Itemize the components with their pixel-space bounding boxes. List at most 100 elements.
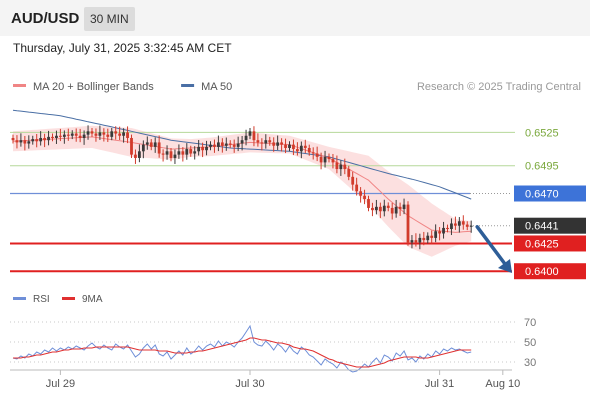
candle-body [284, 144, 287, 148]
candle-body [23, 140, 27, 144]
price-tag-label-0.6400: 0.6400 [525, 266, 559, 278]
candle-body [402, 204, 406, 210]
candle-body [193, 151, 197, 154]
price-tag-0.6400 [514, 263, 586, 280]
candle-body [66, 134, 70, 136]
candle-body [82, 134, 86, 138]
rsi-tick-50: 50 [524, 337, 536, 349]
candle-body [62, 134, 66, 137]
candle-body [382, 205, 386, 212]
candle-body [70, 133, 74, 136]
rsi-ma-legend-swatch [62, 297, 75, 300]
candle-body [292, 144, 295, 150]
price-tag-label-0.6441: 0.6441 [525, 221, 559, 233]
candle-body [465, 224, 469, 227]
bollinger-bands [13, 125, 472, 257]
candle-body [375, 206, 378, 211]
candle-body [299, 145, 303, 152]
candle-body [461, 221, 465, 225]
candle-body [426, 235, 430, 241]
candle-body [86, 131, 90, 135]
candle-body [161, 153, 165, 155]
candle-body [110, 131, 114, 137]
x-tick-label-Jul-29: Jul 29 [46, 378, 75, 390]
candle-body [141, 144, 145, 152]
candle-body [331, 159, 335, 163]
candle-body [410, 240, 414, 243]
candle-body [205, 146, 208, 151]
candle-body [319, 156, 323, 163]
candle-body [264, 140, 268, 144]
candle-body [311, 152, 315, 154]
price-tag-label-0.6425: 0.6425 [525, 238, 559, 250]
legend-swatch-0 [13, 84, 26, 87]
candle-body [256, 140, 260, 143]
price-tag-0.6470 [514, 185, 586, 202]
candle-body [209, 144, 212, 147]
candle-body [276, 142, 280, 146]
candle-body [27, 141, 31, 144]
candle-body [296, 149, 299, 152]
candle-body [106, 134, 110, 137]
candle-body [240, 140, 244, 144]
candle-body [244, 135, 248, 141]
candle-body [157, 142, 161, 154]
rsi-line [12, 324, 472, 373]
candle-body [339, 164, 343, 170]
price-tag-0.6441 [514, 217, 586, 234]
candle-body [454, 223, 457, 226]
candle-body [438, 231, 441, 234]
candle-body [78, 135, 82, 138]
price-tag-label-0.6470: 0.6470 [525, 189, 559, 201]
candle-body [288, 144, 291, 148]
timeframe-badge[interactable]: 30 MIN [84, 7, 135, 31]
candle-body [213, 144, 216, 147]
candle-body [414, 240, 418, 243]
candle-body [153, 142, 157, 147]
candle-body [90, 131, 94, 134]
candle-body [181, 151, 185, 155]
rsi-ma-line [13, 337, 472, 368]
x-tick-label-Jul-31: Jul 31 [425, 378, 454, 390]
candle-body [469, 225, 473, 227]
candle-body [11, 137, 15, 141]
candle-body [59, 135, 62, 137]
candle-body [165, 151, 169, 155]
candle-body [347, 169, 351, 177]
candle-body [307, 147, 311, 153]
candle-body [185, 149, 189, 155]
rsi-legend-swatch [13, 297, 26, 300]
candle-body [248, 131, 252, 136]
candle-body [367, 199, 370, 208]
candle-body [138, 151, 141, 158]
candle-body [149, 142, 153, 147]
candle-body [173, 154, 177, 158]
rsi-legend-label: RSI [33, 294, 50, 305]
candle-body [122, 132, 125, 136]
candle-body [371, 207, 374, 211]
candle-body [260, 142, 264, 144]
candle-body [224, 143, 228, 146]
candle-body [232, 144, 236, 147]
candle-body [114, 131, 118, 134]
candle-body [252, 131, 256, 141]
candle-body [47, 136, 50, 141]
candle-body [39, 137, 43, 142]
rsi-tick-70: 70 [524, 317, 536, 329]
candles-group [11, 125, 473, 250]
candle-body [236, 143, 240, 147]
candle-body [450, 223, 453, 230]
candle-body [217, 142, 220, 147]
candle-body [228, 143, 232, 145]
candle-body [327, 156, 331, 160]
candle-body [220, 142, 224, 146]
candle-body [118, 133, 122, 136]
candle-body [102, 132, 106, 135]
candle-body [422, 237, 426, 241]
legend-label-0: MA 20 + Bollinger Bands [33, 81, 154, 93]
candle-body [390, 207, 394, 214]
projection-arrow-shaft [475, 225, 507, 266]
candle-body [378, 206, 382, 212]
